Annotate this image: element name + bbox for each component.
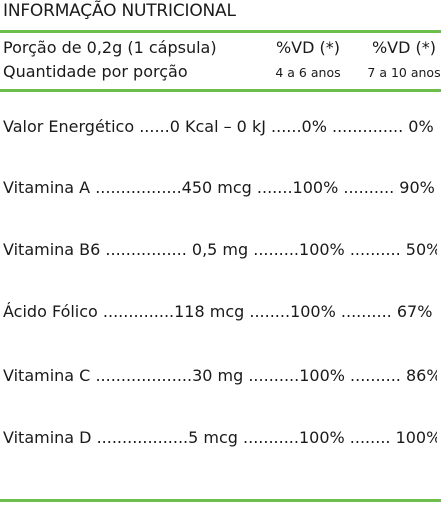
- vd-col2-age: 7 a 10 anos: [367, 65, 441, 80]
- nutrient-row-vitamin-c: Vitamina C ...................30 mg ....…: [3, 366, 437, 385]
- portion-label: Porção de 0,2g (1 cápsula): [3, 38, 217, 57]
- bottom-divider: [0, 499, 441, 502]
- nutrient-row-folic-acid: Ácido Fólico ..............118 mcg .....…: [3, 302, 433, 321]
- nutrient-row-energy: Valor Energético ......0 Kcal – 0 kJ ...…: [3, 117, 434, 136]
- header-divider: [0, 89, 441, 92]
- nutrition-title: INFORMAÇÃO NUTRICIONAL: [3, 1, 236, 21]
- top-divider: [0, 30, 441, 33]
- quantity-label: Quantidade por porção: [3, 62, 188, 81]
- nutrient-row-vitamin-b6: Vitamina B6 ................ 0,5 mg ....…: [3, 240, 437, 259]
- nutrient-row-vitamin-a: Vitamina A .................450 mcg ....…: [3, 178, 435, 197]
- vd-col1-label: %VD (*): [275, 38, 341, 57]
- vd-col2-label: %VD (*): [371, 38, 437, 57]
- nutrient-row-vitamin-d: Vitamina D ..................5 mcg .....…: [3, 428, 437, 447]
- vd-col1-age: 4 a 6 anos: [275, 65, 341, 80]
